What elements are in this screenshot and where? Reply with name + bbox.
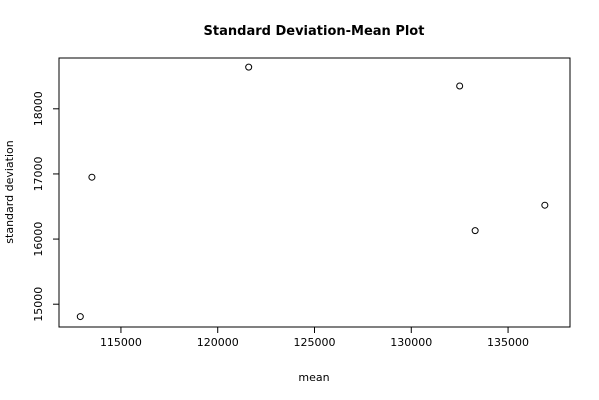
y-tick-label: 18000 (32, 91, 45, 126)
data-point (76, 313, 84, 321)
plot-area-frame (58, 57, 571, 328)
data-point (471, 227, 479, 235)
x-tick-label: 120000 (197, 336, 239, 349)
y-tick-label: 15000 (32, 287, 45, 322)
x-axis: 115000 120000 125000 130000 135000 (100, 326, 529, 349)
data-point (541, 201, 549, 209)
y-axis-label: standard deviation (3, 140, 16, 243)
y-tick-label: 17000 (32, 156, 45, 191)
x-tick-label: 135000 (487, 336, 529, 349)
x-tick-label: 115000 (100, 336, 142, 349)
chart-title: Standard Deviation-Mean Plot (204, 24, 425, 39)
data-point (456, 82, 464, 90)
y-axis: 15000 16000 17000 18000 (32, 91, 60, 322)
data-point (88, 173, 96, 181)
data-points (76, 63, 549, 321)
data-point (245, 63, 253, 71)
x-tick-label: 125000 (294, 336, 336, 349)
y-tick-label: 16000 (32, 222, 45, 257)
x-axis-label: mean (298, 371, 329, 384)
x-tick-label: 130000 (390, 336, 432, 349)
